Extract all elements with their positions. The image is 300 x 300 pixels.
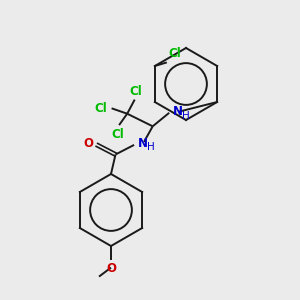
Text: Cl: Cl: [94, 102, 107, 115]
Text: Cl: Cl: [111, 128, 124, 141]
Text: H: H: [147, 142, 154, 152]
Text: N: N: [138, 136, 148, 150]
Text: O: O: [83, 137, 93, 150]
Text: Cl: Cl: [130, 85, 142, 98]
Text: N: N: [173, 105, 183, 118]
Text: H: H: [182, 111, 190, 121]
Text: Cl: Cl: [168, 47, 181, 60]
Text: O: O: [106, 262, 116, 275]
